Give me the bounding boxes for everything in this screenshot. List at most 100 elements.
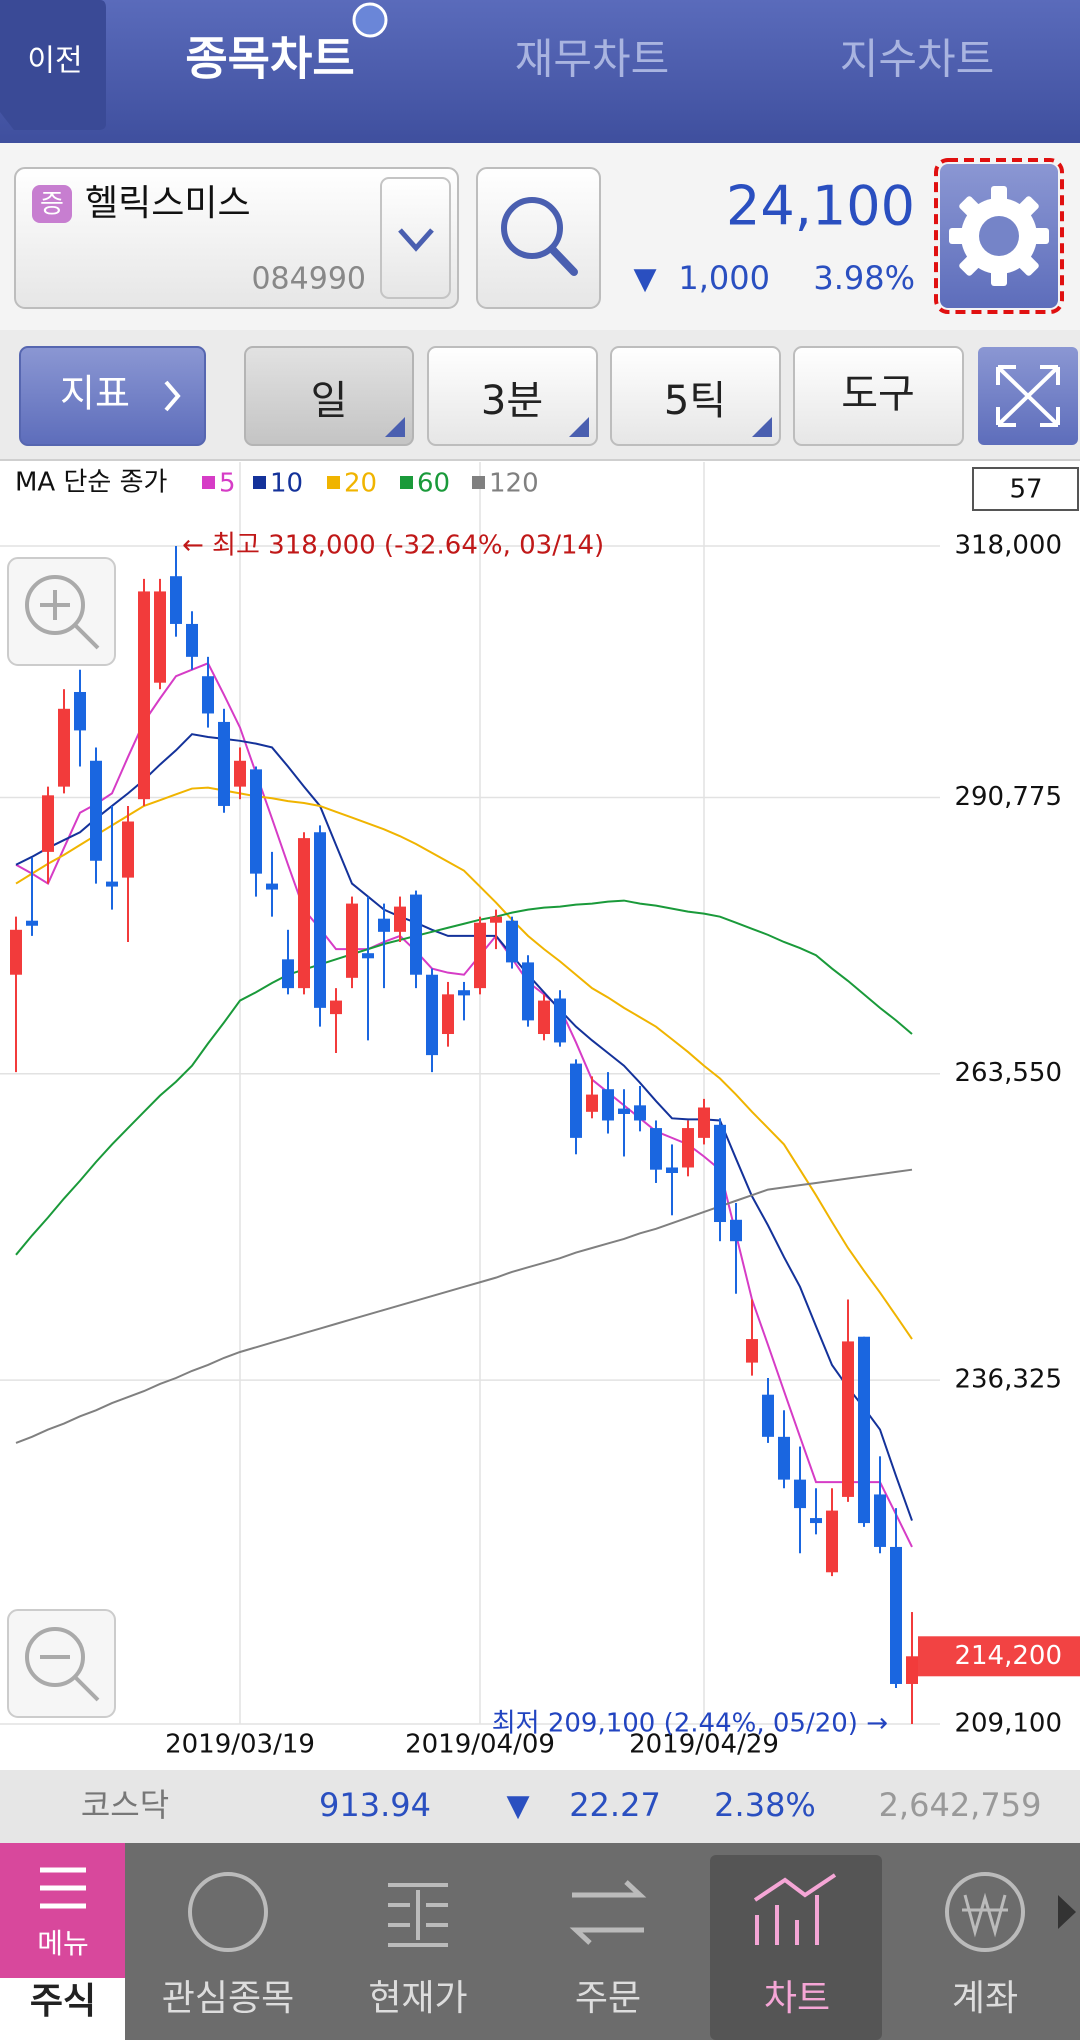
candle-body (650, 1128, 662, 1170)
candle-body (826, 1510, 838, 1573)
candle-body (762, 1394, 774, 1437)
candle-body (682, 1128, 694, 1168)
candle-body (570, 1063, 582, 1138)
tab[interactable]: 지수차트 (840, 35, 995, 84)
zoom-icon (25, 575, 85, 635)
candle-body (410, 894, 422, 975)
nav-label[interactable]: 차트 (764, 1978, 830, 2019)
index-sign: ▼ (506, 1789, 529, 1824)
legend-title: MA 단순 종가 (15, 468, 168, 498)
indicator-label[interactable]: 지표 (60, 372, 130, 416)
legend-label: 10 (270, 469, 303, 499)
back-button[interactable] (0, 0, 106, 130)
header-bar (0, 0, 1080, 143)
index-volume: 2,642,759 (879, 1786, 1042, 1824)
dropdown[interactable] (380, 177, 451, 299)
change: 1,000 (678, 259, 770, 297)
legend-label: 120 (489, 469, 539, 499)
candle-body (330, 1000, 342, 1015)
zoom-out-button[interactable] (7, 1609, 116, 1718)
nav-more[interactable] (1058, 1895, 1076, 1929)
count: 57 (1009, 475, 1042, 505)
candle-body (58, 708, 70, 787)
nav-icon (753, 1873, 837, 1945)
expand-icon (996, 365, 1060, 427)
tool-label[interactable]: 도구 (841, 371, 915, 417)
candle-body (378, 918, 390, 932)
candle-body (282, 959, 294, 989)
candle-body (346, 903, 358, 978)
candle-body (906, 1656, 918, 1684)
ma-line (15, 1168, 913, 1444)
period-label[interactable]: 일 (311, 378, 348, 424)
y-tick-label: 290,775 (954, 782, 1062, 812)
period-button[interactable] (244, 346, 414, 446)
menu-icon (40, 1867, 86, 1909)
nav-icon (569, 1880, 647, 1945)
corner-mark (752, 417, 772, 437)
indicator-button[interactable] (19, 346, 206, 446)
search-icon (548, 245, 578, 276)
candle-body (442, 994, 454, 1035)
change-pct: 3.98% (813, 259, 915, 297)
candle-body (266, 883, 278, 890)
nav-label[interactable]: 계좌 (952, 1978, 1018, 2019)
candle-body (186, 623, 198, 657)
legend-swatch (472, 476, 485, 489)
candle-body (170, 576, 182, 624)
zoom-in-button[interactable] (7, 557, 116, 666)
index-value: 913.94 (319, 1786, 431, 1824)
nav-icon (188, 1872, 268, 1952)
x-tick-label: 2019/04/09 (405, 1730, 555, 1760)
nav-label[interactable]: 현재가 (368, 1978, 467, 2019)
candle-body (458, 990, 470, 996)
y-tick-label: 209,100 (954, 1709, 1062, 1739)
badge (32, 185, 72, 223)
candle-body (154, 591, 166, 683)
plot: 209,100 236,325 263,550 290,775 318,000 2019/… (0, 462, 1080, 1760)
nav-icon (962, 1892, 1008, 1938)
search-icon (501, 197, 563, 259)
index-bar (0, 1770, 1080, 1843)
candle-body (730, 1219, 742, 1242)
menu-label[interactable]: 메뉴 (37, 1927, 89, 1960)
tab[interactable]: 재무차트 (515, 35, 670, 84)
candle-body (666, 1167, 678, 1174)
candle-body (634, 1105, 646, 1121)
period-button[interactable] (427, 346, 598, 446)
search-button[interactable] (476, 167, 601, 309)
back-label[interactable]: 이전 (27, 44, 82, 79)
nav-label[interactable]: 주식 (30, 1981, 96, 2022)
tool-button[interactable] (793, 346, 964, 446)
candle-body (554, 998, 566, 1043)
nav-label[interactable]: 주문 (575, 1978, 641, 2019)
candle-body (794, 1479, 806, 1509)
candle-body (586, 1094, 598, 1112)
candle-body (106, 881, 118, 887)
nav-icon (945, 1872, 1025, 1952)
nav-label[interactable]: 관심종목 (162, 1978, 294, 2019)
candle-body (426, 974, 438, 1056)
nav-tab-active[interactable] (0, 1978, 125, 2040)
corner-mark (569, 417, 589, 437)
stock-code: 084990 (251, 262, 366, 297)
candle-body (138, 591, 150, 800)
period-button[interactable] (610, 346, 781, 446)
stock-box[interactable] (14, 167, 459, 309)
period-label[interactable]: 5틱 (664, 378, 726, 424)
period-label[interactable]: 3분 (481, 378, 543, 424)
candle-body (842, 1341, 854, 1497)
candle-body (234, 760, 246, 787)
ma-line (15, 786, 913, 1340)
candle-body (778, 1436, 790, 1480)
menu-button[interactable] (0, 1843, 125, 1978)
index-name: 코스닥 (81, 1786, 169, 1824)
candle-body (202, 676, 214, 714)
gear-icon (949, 186, 1049, 286)
legend-swatch (400, 476, 413, 489)
y-tick-label: 236,325 (954, 1365, 1062, 1395)
x-tick-label: 2019/04/29 (629, 1730, 779, 1760)
tab-active[interactable]: 종목차트 (185, 32, 354, 86)
legend-swatch (202, 476, 215, 489)
